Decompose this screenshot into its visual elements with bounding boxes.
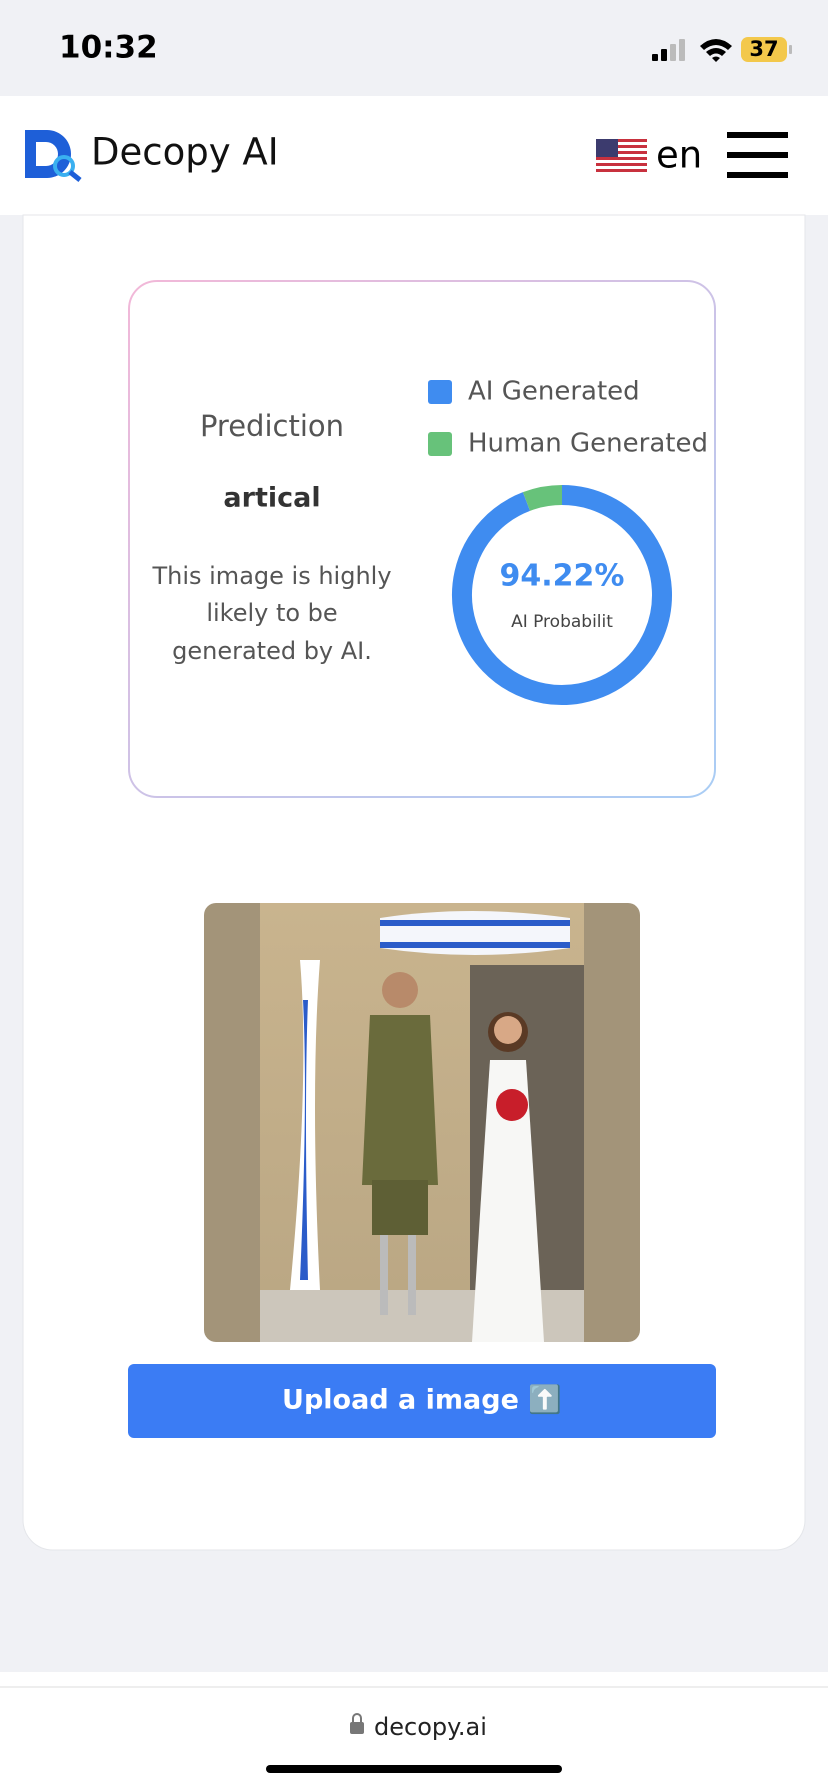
legend-swatch: [428, 380, 452, 404]
flag[interactable]: [596, 139, 647, 172]
battery: [741, 37, 787, 62]
uploaded-image: [204, 903, 640, 1342]
logo[interactable]: [25, 130, 82, 182]
time: 10:32: [59, 30, 158, 66]
upload-button-label[interactable]: Upload a image ⬆️: [282, 1384, 562, 1416]
donut-segment: [452, 485, 672, 705]
prediction-result: artical: [223, 483, 320, 514]
wifi-icon: [700, 39, 732, 62]
language[interactable]: en: [656, 134, 702, 177]
signal: [652, 39, 685, 61]
center-value: 94.22%: [500, 559, 625, 594]
description-line: likely to be: [206, 599, 337, 627]
brand[interactable]: Decopy AI: [91, 131, 279, 174]
url[interactable]: decopy.ai: [374, 1713, 487, 1741]
legend-label: AI Generated: [468, 377, 640, 407]
header: [0, 96, 828, 215]
upload-button[interactable]: [128, 1364, 716, 1438]
center-caption: AI Probabilit: [511, 612, 613, 632]
donut-chart: AI Generated Human Generated 94.22% AI Prob…: [428, 377, 708, 705]
prediction-heading: Prediction: [200, 409, 344, 443]
status-bar: [0, 0, 828, 96]
prediction-card: [128, 280, 716, 798]
legend-swatch: [428, 432, 452, 456]
description-line: This image is highly: [151, 562, 391, 590]
lock-icon: [350, 1713, 364, 1734]
donut-segment: [522, 485, 563, 511]
home-indicator: [266, 1765, 562, 1773]
description-line: generated by AI.: [172, 637, 372, 665]
menu-button[interactable]: [727, 132, 788, 178]
battery-level: 37: [749, 37, 778, 61]
legend-label: Human Generated: [468, 429, 708, 459]
battery-tip: [789, 45, 792, 54]
